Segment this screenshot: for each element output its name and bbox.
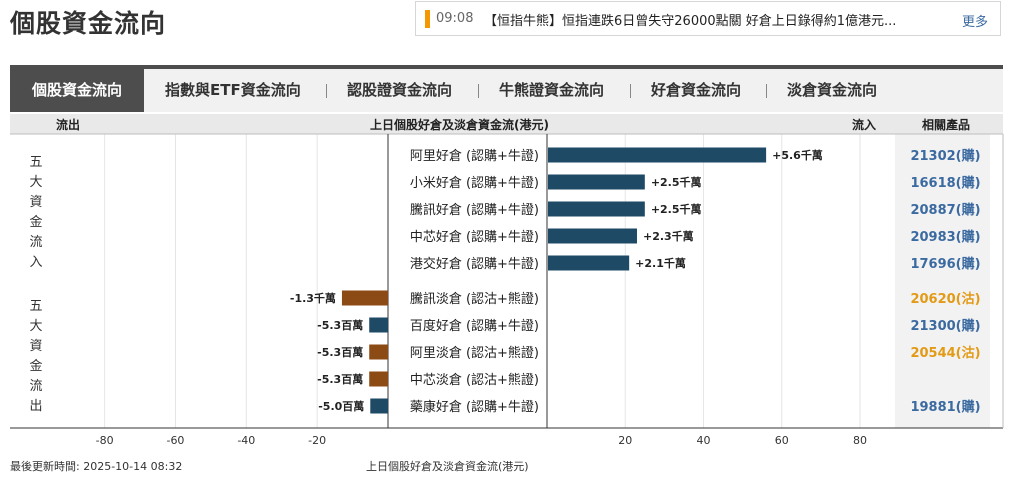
bar <box>369 344 388 360</box>
news-time: 09:08 <box>436 11 474 26</box>
related-product-link[interactable]: 20983(購) <box>910 229 980 245</box>
group-label-outflow: 資 <box>29 339 42 354</box>
value-label: +5.6千萬 <box>772 148 823 162</box>
group-label-inflow: 五 <box>29 155 42 170</box>
news-ticker[interactable]: 09:08 【恒指牛熊】恒指連跌6日曾失守26000點關 好倉上日錄得約1億港元… <box>415 1 1001 36</box>
x-tick-label: 40 <box>697 434 711 447</box>
value-label: -5.0百萬 <box>318 399 364 413</box>
group-label-inflow: 資 <box>29 195 42 210</box>
tab-divider <box>326 84 327 98</box>
category-label: 阿里好倉 (認購+牛證) <box>410 148 539 164</box>
value-label: -5.3百萬 <box>317 372 363 386</box>
tab-cbbc-fund-flow[interactable]: 牛熊證資金流向 <box>499 81 605 99</box>
x-tick-label: -80 <box>96 434 114 447</box>
category-label: 百度好倉 (認購+牛證) <box>410 318 539 334</box>
value-label: +2.1千萬 <box>635 256 686 270</box>
tab-index-etf-fund-flow[interactable]: 指數與ETF資金流向 <box>165 81 301 99</box>
bar <box>369 371 388 387</box>
tab-short-fund-flow[interactable]: 淡倉資金流向 <box>787 81 878 99</box>
group-label-outflow: 五 <box>29 299 42 314</box>
related-product-link[interactable]: 20887(購) <box>910 202 980 218</box>
category-label: 藥康好倉 (認購+牛證) <box>410 399 539 415</box>
products-column-bg <box>895 134 990 428</box>
x-tick-label: -20 <box>308 434 326 447</box>
bar <box>370 398 388 414</box>
bar <box>548 147 767 163</box>
x-tick-label: -60 <box>166 434 184 447</box>
category-label: 騰訊淡倉 (認沽+熊證) <box>410 291 539 307</box>
x-tick-label: 20 <box>618 434 632 447</box>
category-label: 中芯好倉 (認購+牛證) <box>410 229 539 245</box>
category-label: 小米好倉 (認購+牛證) <box>410 175 539 191</box>
news-marker <box>425 10 430 28</box>
group-label-inflow: 金 <box>29 214 42 230</box>
bar <box>548 228 637 244</box>
x-axis-caption: 上日個股好倉及淡倉資金流(港元) <box>366 460 529 473</box>
tab-long-fund-flow[interactable]: 好倉資金流向 <box>651 81 742 99</box>
value-label: -1.3千萬 <box>290 291 336 305</box>
tab-warrant-fund-flow[interactable]: 認股證資金流向 <box>347 81 453 99</box>
news-more-link[interactable]: 更多 <box>962 15 989 30</box>
category-label: 港交好倉 (認購+牛證) <box>410 256 539 272</box>
value-label: +2.5千萬 <box>651 175 702 189</box>
related-product-link[interactable]: 20544(沽) <box>910 345 980 361</box>
group-label-inflow: 入 <box>29 255 42 270</box>
x-tick-label: -40 <box>237 434 255 447</box>
related-products-header: 相關產品 <box>922 118 971 132</box>
tab-divider <box>766 84 767 98</box>
bar <box>548 255 630 271</box>
x-tick-label: 60 <box>775 434 789 447</box>
category-label: 騰訊好倉 (認購+牛證) <box>410 202 539 218</box>
chart-title: 上日個股好倉及淡倉資金流(港元) <box>370 118 549 132</box>
value-label: +2.3千萬 <box>643 229 694 243</box>
value-label: +2.5千萬 <box>651 202 702 216</box>
related-product-link[interactable]: 19881(購) <box>910 399 980 415</box>
value-label: -5.3百萬 <box>317 345 363 359</box>
related-product-link[interactable]: 16618(購) <box>910 175 980 191</box>
last-updated: 最後更新時間: 2025-10-14 08:32 <box>10 460 183 473</box>
group-label-inflow: 大 <box>29 175 42 190</box>
page-title: 個股資金流向 <box>10 9 167 38</box>
group-label-outflow: 大 <box>29 319 42 334</box>
group-label-outflow: 金 <box>29 358 42 374</box>
bar <box>548 201 645 217</box>
outflow-header: 流出 <box>56 118 81 132</box>
group-label-outflow: 流 <box>29 379 42 394</box>
related-product-link[interactable]: 17696(購) <box>910 256 980 272</box>
related-product-link[interactable]: 21300(購) <box>910 318 980 334</box>
x-tick-label: 80 <box>853 434 867 447</box>
bar <box>341 290 388 306</box>
related-product-link[interactable]: 21302(購) <box>910 148 980 164</box>
group-label-inflow: 流 <box>29 235 42 250</box>
inflow-header: 流入 <box>852 118 877 132</box>
tab-divider <box>478 84 479 98</box>
value-label: -5.3百萬 <box>317 318 363 332</box>
tab-stock-fund-flow[interactable]: 個股資金流向 <box>10 69 144 112</box>
category-label: 阿里淡倉 (認沽+熊證) <box>410 345 539 361</box>
group-label-outflow: 出 <box>29 399 42 414</box>
bar <box>548 174 645 190</box>
tab-divider <box>630 84 631 98</box>
bar <box>369 317 388 333</box>
tabs-top-border <box>10 65 1003 69</box>
chart-header-row: 流出 上日個股好倉及淡倉資金流(港元) 流入 相關產品 <box>10 114 1003 134</box>
related-product-link[interactable]: 20620(沽) <box>910 291 980 307</box>
category-label: 中芯淡倉 (認沽+熊證) <box>410 372 539 388</box>
tab-bar: 個股資金流向 指數與ETF資金流向 認股證資金流向 牛熊證資金流向 好倉資金流向… <box>10 69 1003 112</box>
